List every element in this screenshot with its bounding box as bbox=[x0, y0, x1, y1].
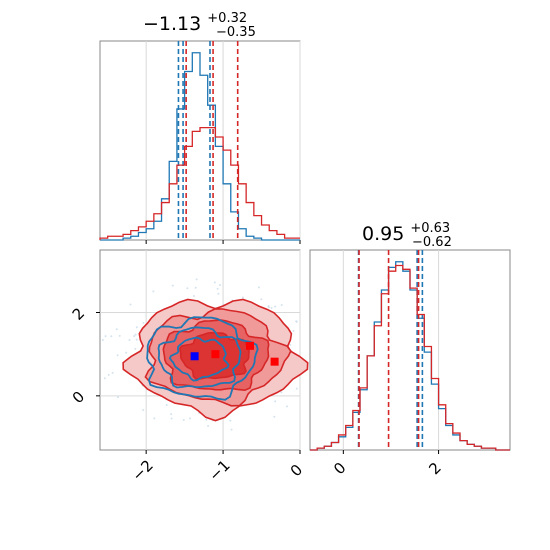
sample-point bbox=[142, 321, 145, 324]
contour-level-blue bbox=[146, 316, 259, 401]
title-bottom-right: 0.95 +0.63 bbox=[362, 221, 450, 245]
y-tick-label: 0 bbox=[69, 388, 88, 407]
sample-point bbox=[285, 405, 288, 408]
sample-point bbox=[267, 306, 270, 309]
red-point-marker bbox=[270, 357, 279, 366]
red-point-marker bbox=[246, 341, 254, 350]
x-tick-label: −1 bbox=[205, 456, 233, 484]
sample-point bbox=[280, 391, 283, 394]
sample-point bbox=[182, 418, 185, 421]
sample-point bbox=[194, 286, 197, 289]
sample-point bbox=[129, 303, 132, 306]
blue-truth-marker bbox=[190, 352, 199, 361]
sample-point bbox=[115, 328, 118, 331]
sample-point bbox=[153, 417, 156, 420]
title-top-left: −1.13 +0.32 bbox=[143, 11, 247, 35]
sample-point bbox=[103, 377, 106, 380]
title-median: −1.13 bbox=[143, 13, 201, 35]
sample-point bbox=[192, 294, 195, 297]
sample-point bbox=[116, 396, 119, 399]
sample-point bbox=[270, 306, 273, 309]
sample-point bbox=[195, 278, 198, 281]
title-median: 0.95 bbox=[362, 223, 404, 245]
sample-point bbox=[170, 413, 173, 416]
y-tick-label: 2 bbox=[69, 304, 88, 323]
sample-point bbox=[292, 330, 295, 333]
panel-bottom-left-contour: −2 −1 0 0 2 bbox=[69, 249, 309, 485]
contour-level-blue bbox=[157, 326, 242, 389]
x-tick-label: 0 bbox=[287, 461, 306, 480]
sample-point bbox=[274, 305, 277, 308]
x-tick-label: 2 bbox=[425, 459, 444, 478]
sample-point bbox=[188, 417, 191, 420]
sample-point bbox=[134, 347, 137, 350]
sample-point bbox=[107, 373, 110, 376]
sample-point bbox=[229, 419, 232, 422]
sample-point bbox=[134, 333, 137, 336]
sample-point bbox=[135, 338, 138, 341]
sample-point bbox=[116, 354, 119, 357]
panel-top-left-histogram: −1.13 +0.32 −0.35 bbox=[99, 11, 301, 244]
sample-point bbox=[205, 418, 208, 421]
sample-point bbox=[101, 338, 104, 341]
title-minus: −0.35 bbox=[216, 25, 256, 40]
histogram-step bbox=[310, 264, 510, 451]
sample-point bbox=[213, 281, 216, 284]
sample-point bbox=[295, 387, 298, 390]
sample-point bbox=[170, 417, 173, 420]
sample-point bbox=[217, 292, 220, 295]
sample-point bbox=[260, 298, 263, 301]
sample-point bbox=[216, 287, 219, 290]
histogram-step bbox=[99, 126, 300, 240]
sample-point bbox=[289, 343, 292, 346]
sample-point bbox=[128, 339, 131, 342]
title-plus: +0.32 bbox=[207, 11, 247, 26]
x-tick-label: −2 bbox=[128, 456, 156, 484]
sample-point bbox=[133, 335, 136, 338]
sample-point bbox=[274, 400, 277, 403]
contour-level-blue bbox=[168, 336, 230, 382]
sample-point bbox=[295, 320, 298, 323]
x-tick-label: 0 bbox=[330, 459, 349, 478]
sample-point bbox=[241, 296, 244, 299]
sample-point bbox=[186, 287, 189, 290]
red-point-marker bbox=[211, 350, 220, 359]
sample-point bbox=[257, 286, 260, 289]
title-plus: +0.63 bbox=[410, 221, 450, 236]
sample-point bbox=[111, 371, 114, 374]
sample-point bbox=[104, 335, 107, 338]
sample-point bbox=[110, 335, 113, 338]
sample-point bbox=[125, 351, 128, 354]
sample-point bbox=[135, 326, 138, 329]
sample-point bbox=[142, 409, 145, 412]
histogram-step bbox=[100, 52, 300, 241]
sample-point bbox=[207, 424, 210, 427]
sample-point bbox=[280, 303, 283, 306]
sample-point bbox=[152, 290, 155, 293]
panel-bottom-right-histogram: 0 2 0.95 +0.63 −0.62 bbox=[309, 221, 511, 478]
sample-point bbox=[165, 404, 168, 407]
sample-point bbox=[273, 415, 276, 418]
sample-point bbox=[171, 284, 174, 287]
sample-point bbox=[230, 428, 233, 431]
title-minus: −0.62 bbox=[412, 235, 452, 250]
sample-point bbox=[118, 334, 121, 337]
sample-point bbox=[219, 284, 222, 287]
